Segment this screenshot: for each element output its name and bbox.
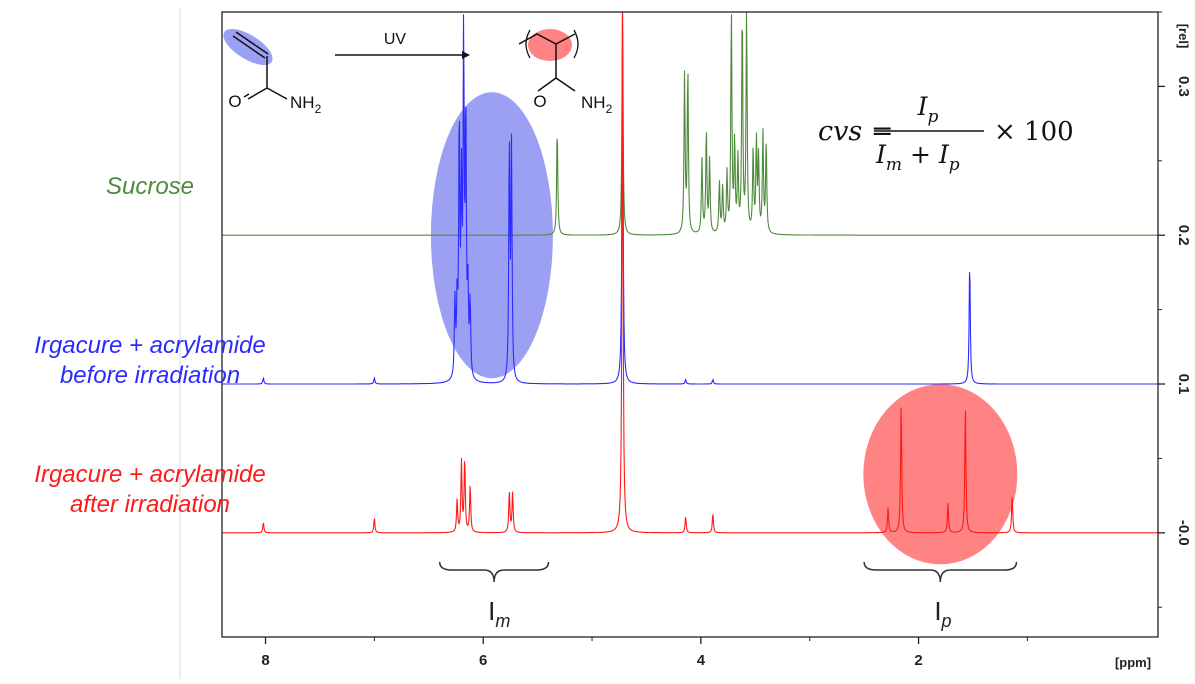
label-sucrose: Sucrose [60, 172, 240, 202]
label-after-line2: after irradiation [0, 490, 300, 520]
x-tick-label-6: 6 [479, 652, 487, 669]
integration-label-p: Ip [934, 596, 951, 631]
plot-frame [222, 12, 1158, 637]
label-after-line1: Irgacure + acrylamide [0, 460, 300, 490]
integration-brace-p [864, 562, 1016, 582]
y-axis-label: [rel] [1176, 24, 1191, 49]
y-tick-label-0: -0.0 [1175, 520, 1192, 546]
monomer-amine: NH2 [290, 93, 322, 116]
spectrum-series-3 [222, 13, 1158, 533]
label-before-line1: Irgacure + acrylamide [0, 331, 300, 361]
formula-tail: × 100 [994, 117, 1074, 147]
label-before-line2: before irradiation [0, 361, 300, 391]
x-tick-label-8: 8 [261, 652, 269, 669]
label-before-irradiation: Irgacure + acrylamide before irradiation [0, 331, 300, 391]
x-tick-label-2: 2 [914, 652, 922, 669]
integration-label-m: Im [488, 596, 510, 631]
polymer-backbone-highlight [528, 29, 572, 61]
x-tick-label-4: 4 [697, 652, 706, 669]
polymer-highlight-ellipse [863, 384, 1017, 564]
integration-brace-m [440, 562, 549, 582]
y-tick-label-3: 0.3 [1175, 76, 1192, 97]
reaction-arrowhead [462, 51, 470, 59]
monomer-oxygen: O [228, 92, 241, 111]
y-tick-label-1: 0.1 [1175, 374, 1192, 395]
x-axis-label: [ppm] [1115, 655, 1151, 670]
formula-numerator: Ip [917, 92, 939, 127]
monomer-carbonyl-double [244, 94, 249, 97]
reaction-arrow-label: UV [384, 31, 407, 48]
polymer-amine: NH2 [581, 93, 613, 116]
spectrum-series-2 [222, 12, 1158, 384]
label-after-irradiation: Irgacure + acrylamide after irradiation [0, 460, 300, 520]
y-tick-label-2: 0.2 [1175, 225, 1192, 246]
polymer-oxygen: O [533, 92, 546, 111]
